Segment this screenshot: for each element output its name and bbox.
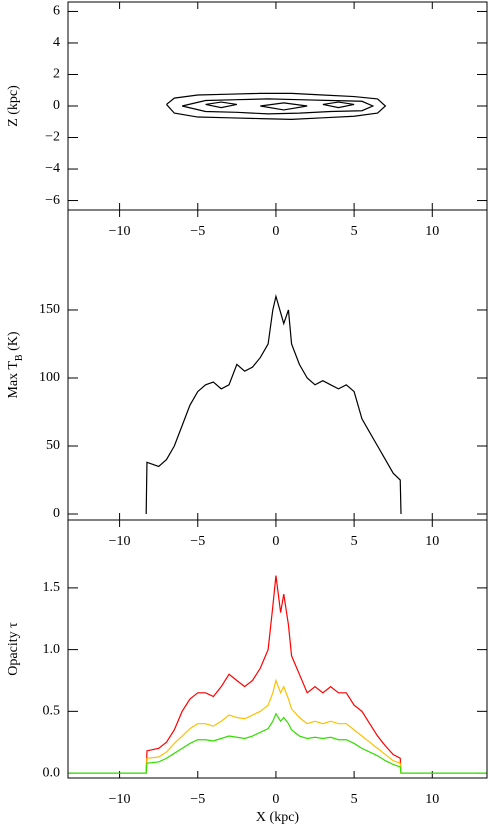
plot-frame <box>67 209 488 521</box>
contour <box>181 98 375 115</box>
y-tick-label: −2 <box>45 130 60 145</box>
x-tick-label: 10 <box>425 792 439 807</box>
y-axis-label: Z (kpc) <box>6 85 21 127</box>
x-tick-label: 0 <box>272 534 279 549</box>
line <box>68 678 487 774</box>
contour <box>205 101 237 109</box>
x-tick-label: 0 <box>272 224 279 239</box>
y-axis-label-part: Max T <box>6 361 21 399</box>
y-tick-label: 50 <box>46 438 60 453</box>
x-tick-label: −5 <box>190 534 205 549</box>
x-tick-label: −5 <box>190 224 205 239</box>
plot-frame <box>67 519 488 779</box>
x-tick-label: 10 <box>425 534 439 549</box>
y-tick-label: 150 <box>39 302 60 317</box>
line <box>68 712 487 774</box>
y-tick-label: −4 <box>45 161 60 176</box>
x-tick-label: −10 <box>109 224 131 239</box>
y-tick-label: 4 <box>53 35 60 50</box>
y-tick-label: −6 <box>45 193 60 208</box>
x-tick-label: 0 <box>272 792 279 807</box>
panel: −10 −5 0 5 10 −6 −4 −2 0 2 4 6 Z (kpc) <box>6 1 488 239</box>
x-tick-label: −5 <box>190 792 205 807</box>
x-tick-label: 5 <box>351 224 358 239</box>
y-axis-label-part: (K) <box>6 331 21 354</box>
y-tick-label: 1.0 <box>43 642 61 657</box>
x-tick-label: 5 <box>351 792 358 807</box>
y-tick-label: 2 <box>53 67 60 82</box>
y-tick-label: 0 <box>53 98 60 113</box>
x-tick-label: −10 <box>109 792 131 807</box>
x-axis-label: X (kpc) <box>256 810 299 825</box>
plot-frame <box>67 1 488 211</box>
contour <box>322 101 355 109</box>
y-tick-label: 0.0 <box>43 765 61 780</box>
panel: −10 −5 0 5 10 0.0 0.5 1.0 1.5 Opacity τ X (kpc) <box>6 519 488 825</box>
y-axis-label-part: B <box>14 354 25 361</box>
contour <box>260 102 308 111</box>
y-tick-label: 1.5 <box>43 580 61 595</box>
x-tick-label: 5 <box>351 534 358 549</box>
contour <box>166 92 387 120</box>
x-tick-label: −10 <box>109 534 131 549</box>
y-tick-label: 6 <box>53 4 60 19</box>
line <box>145 293 402 515</box>
line <box>68 575 487 774</box>
x-tick-label: 10 <box>425 224 439 239</box>
y-tick-label: 100 <box>39 370 60 385</box>
y-tick-label: 0 <box>53 506 60 521</box>
y-tick-label: 0.5 <box>43 704 61 719</box>
y-axis-label: Opacity τ <box>6 622 21 676</box>
y-axis-label: Max TB (K) <box>6 331 25 398</box>
